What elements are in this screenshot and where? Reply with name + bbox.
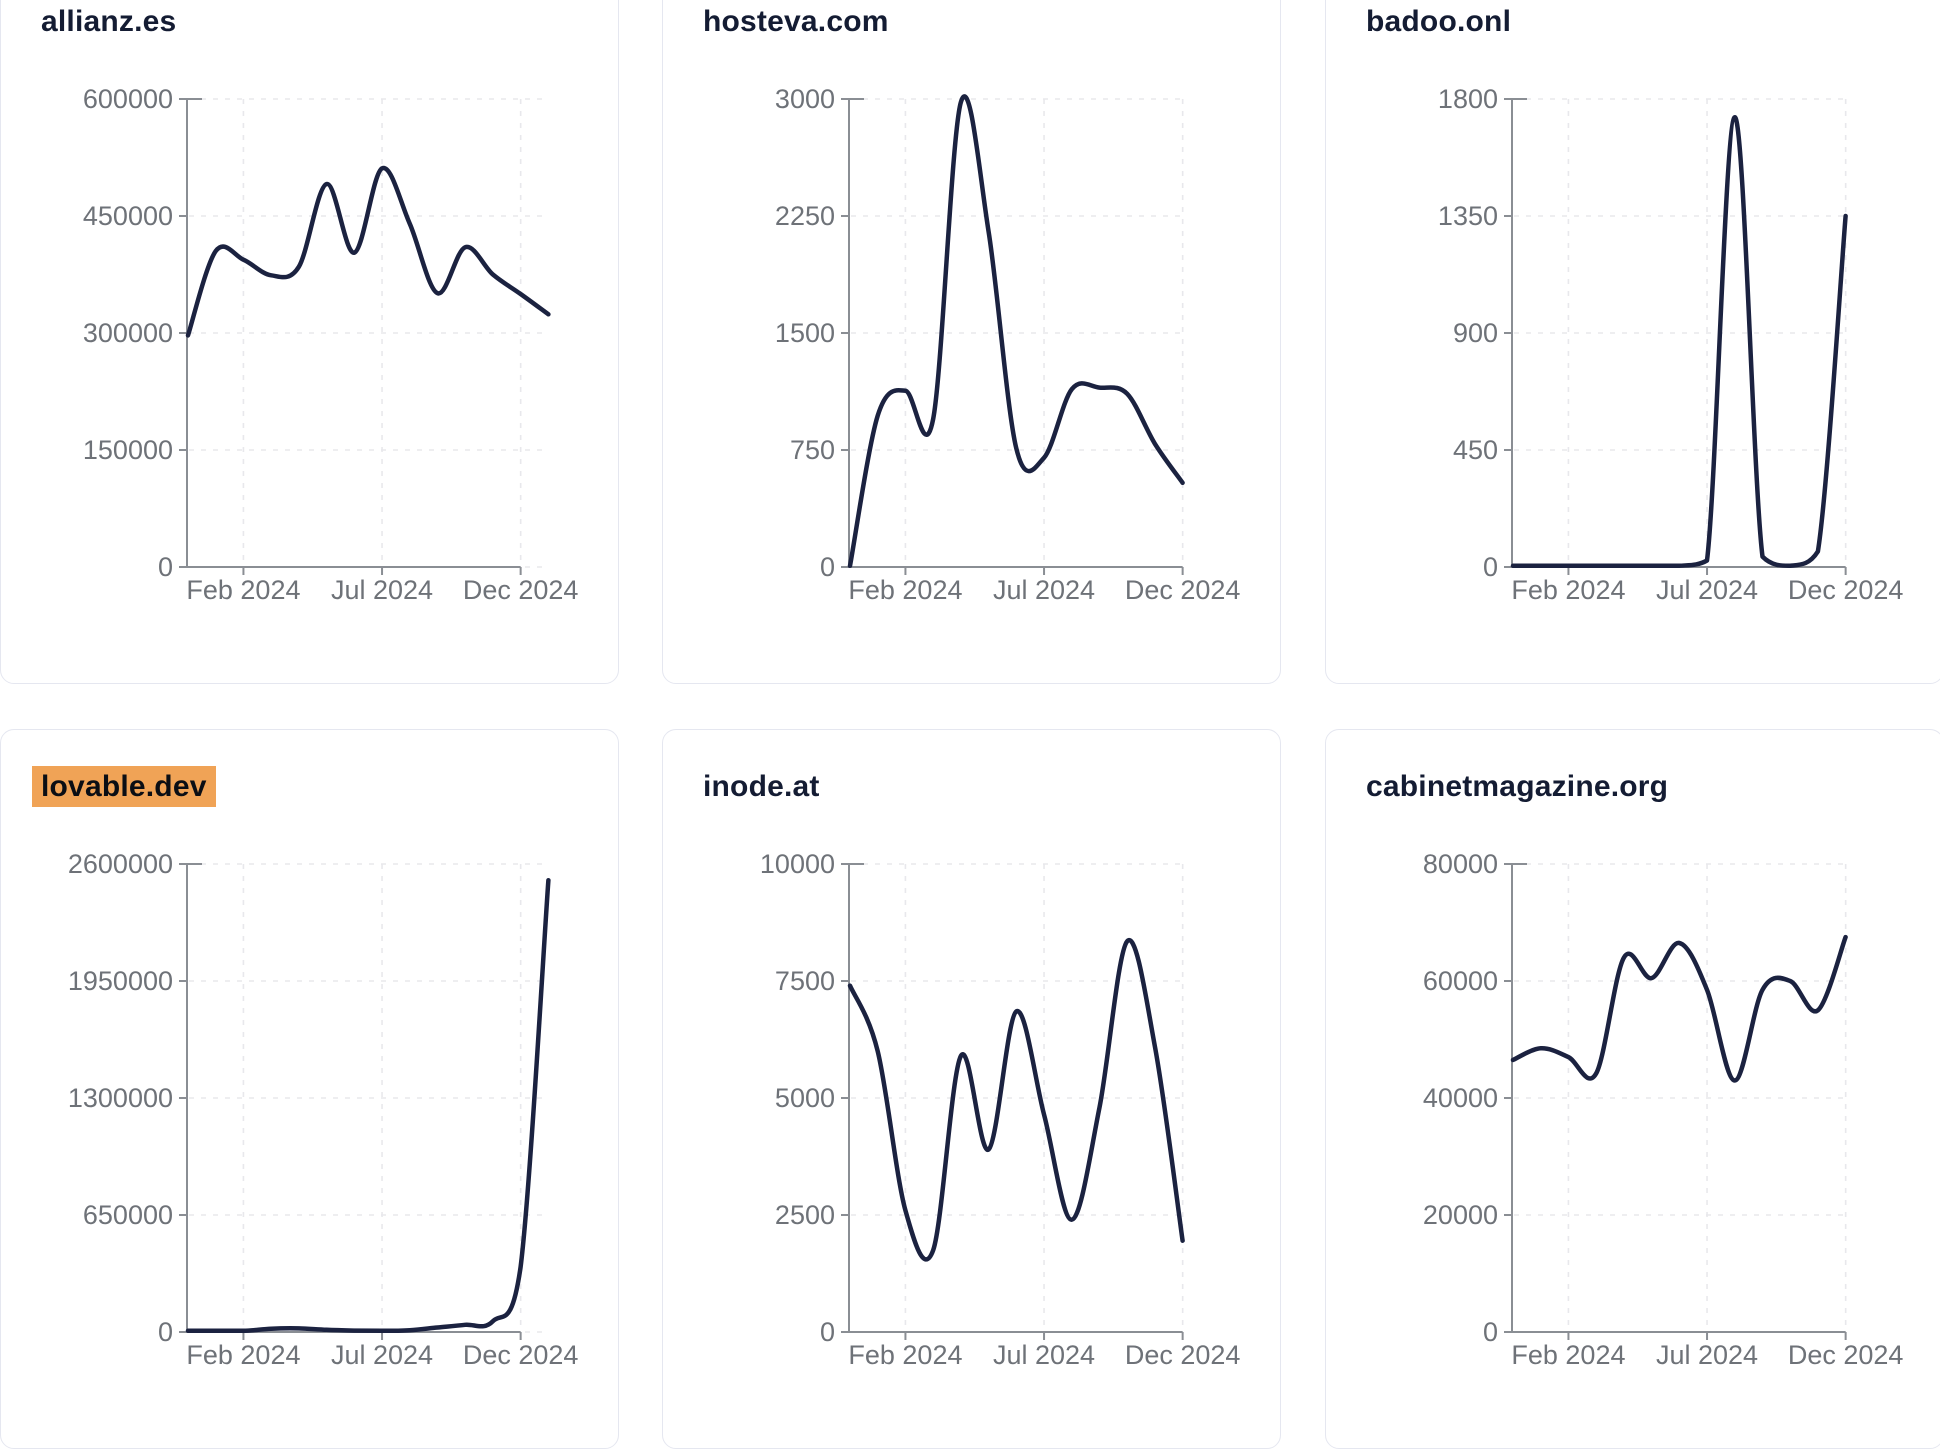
chart-title: allianz.es — [41, 5, 177, 38]
data-line — [185, 166, 551, 338]
data-line — [847, 937, 1185, 1262]
y-tick-label: 1800 — [1438, 84, 1498, 114]
chart-card: inode.at 0 2500 5000 7500 10000 Feb 2024 Jul 2… — [662, 729, 1281, 1449]
x-tick-label: Feb 2024 — [186, 1340, 300, 1370]
y-tick-label: 1300000 — [68, 1083, 173, 1113]
y-tick-label: 2500 — [775, 1200, 835, 1230]
y-tick-label: 40000 — [1423, 1083, 1498, 1113]
y-tick-label: 0 — [158, 552, 173, 582]
chart-svg: 0 2500 5000 7500 10000 Feb 2024 Jul 2024 Dec 20… — [760, 849, 1241, 1370]
y-tick-label: 60000 — [1423, 966, 1498, 996]
x-tick-label: Feb 2024 — [186, 575, 300, 605]
chart-card: cabinetmagazine.org 0 20000 40000 60000 8000… — [1325, 729, 1940, 1449]
y-tick-label: 5000 — [775, 1083, 835, 1113]
line-chart: 0 150000 300000 450000 600000 Feb 2024 Jul 202… — [1, 0, 620, 685]
chart-card: allianz.es 0 150000 300000 450000 600000 Feb … — [0, 0, 619, 684]
data-line — [1510, 114, 1848, 569]
y-tick-label: 1500 — [775, 318, 835, 348]
y-tick-label: 600000 — [83, 84, 173, 114]
y-tick-label: 20000 — [1423, 1200, 1498, 1230]
x-tick-label: Dec 2024 — [463, 575, 579, 605]
y-tick-label: 0 — [1483, 1317, 1498, 1347]
x-tick-label: Jul 2024 — [1656, 575, 1758, 605]
chart-svg: 0 150000 300000 450000 600000 Feb 2024 Jul 202… — [83, 84, 579, 605]
y-tick-label: 80000 — [1423, 849, 1498, 879]
x-tick-label: Feb 2024 — [848, 575, 962, 605]
line-chart: 0 650000 1300000 1950000 2600000 Feb 2024 Jul … — [1, 730, 620, 1450]
chart-title: inode.at — [703, 770, 820, 803]
x-tick-label: Feb 2024 — [1511, 575, 1625, 605]
y-tick-label: 2600000 — [68, 849, 173, 879]
y-tick-label: 1350 — [1438, 201, 1498, 231]
chart-svg: 0 750 1500 2250 3000 Feb 2024 Jul 2024 Dec 2024 — [775, 84, 1241, 605]
chart-card: lovable.dev 0 650000 1300000 1950000 2600000… — [0, 729, 619, 1449]
chart-svg: 0 650000 1300000 1950000 2600000 Feb 2024 Jul … — [68, 849, 579, 1370]
y-tick-label: 0 — [820, 1317, 835, 1347]
y-tick-label: 0 — [158, 1317, 173, 1347]
x-tick-label: Jul 2024 — [331, 575, 433, 605]
x-tick-label: Jul 2024 — [331, 1340, 433, 1370]
x-tick-label: Dec 2024 — [1788, 1340, 1904, 1370]
data-line — [1510, 934, 1848, 1083]
x-tick-label: Jul 2024 — [1656, 1340, 1758, 1370]
y-tick-label: 650000 — [83, 1200, 173, 1230]
y-tick-label: 1950000 — [68, 966, 173, 996]
x-tick-label: Feb 2024 — [848, 1340, 962, 1370]
x-tick-label: Dec 2024 — [1125, 1340, 1241, 1370]
data-line — [847, 94, 1185, 569]
line-chart: 0 20000 40000 60000 80000 Feb 2024 Jul 2024 Dec… — [1326, 730, 1940, 1450]
y-tick-label: 150000 — [83, 435, 173, 465]
y-tick-label: 2250 — [775, 201, 835, 231]
y-tick-label: 0 — [1483, 552, 1498, 582]
y-tick-label: 750 — [790, 435, 835, 465]
x-tick-label: Dec 2024 — [1125, 575, 1241, 605]
y-tick-label: 450 — [1453, 435, 1498, 465]
x-tick-label: Dec 2024 — [1788, 575, 1904, 605]
data-line — [185, 877, 551, 1334]
chart-svg: 0 450 900 1350 1800 Feb 2024 Jul 2024 Dec 2024 — [1438, 84, 1904, 605]
line-chart: 0 450 900 1350 1800 Feb 2024 Jul 2024 Dec 2024 — [1326, 0, 1940, 685]
x-tick-label: Dec 2024 — [463, 1340, 579, 1370]
y-tick-label: 7500 — [775, 966, 835, 996]
chart-card: badoo.onl 0 450 900 1350 1800 Feb 2024 Jul 202… — [1325, 0, 1940, 684]
x-tick-label: Jul 2024 — [993, 575, 1095, 605]
chart-title: badoo.onl — [1366, 5, 1512, 38]
chart-title-highlighted: lovable.dev — [32, 766, 216, 807]
chart-title: hosteva.com — [703, 5, 889, 38]
y-tick-label: 0 — [820, 552, 835, 582]
y-tick-label: 300000 — [83, 318, 173, 348]
y-tick-label: 3000 — [775, 84, 835, 114]
chart-card: hosteva.com 0 750 1500 2250 3000 Feb 2024 Jul … — [662, 0, 1281, 684]
line-chart: 0 750 1500 2250 3000 Feb 2024 Jul 2024 Dec 2024 — [663, 0, 1282, 685]
x-tick-label: Feb 2024 — [1511, 1340, 1625, 1370]
x-tick-label: Jul 2024 — [993, 1340, 1095, 1370]
y-tick-label: 450000 — [83, 201, 173, 231]
chart-title: cabinetmagazine.org — [1366, 770, 1669, 803]
y-tick-label: 900 — [1453, 318, 1498, 348]
line-chart: 0 2500 5000 7500 10000 Feb 2024 Jul 2024 Dec 20… — [663, 730, 1282, 1450]
chart-svg: 0 20000 40000 60000 80000 Feb 2024 Jul 2024 Dec… — [1423, 849, 1904, 1370]
y-tick-label: 10000 — [760, 849, 835, 879]
